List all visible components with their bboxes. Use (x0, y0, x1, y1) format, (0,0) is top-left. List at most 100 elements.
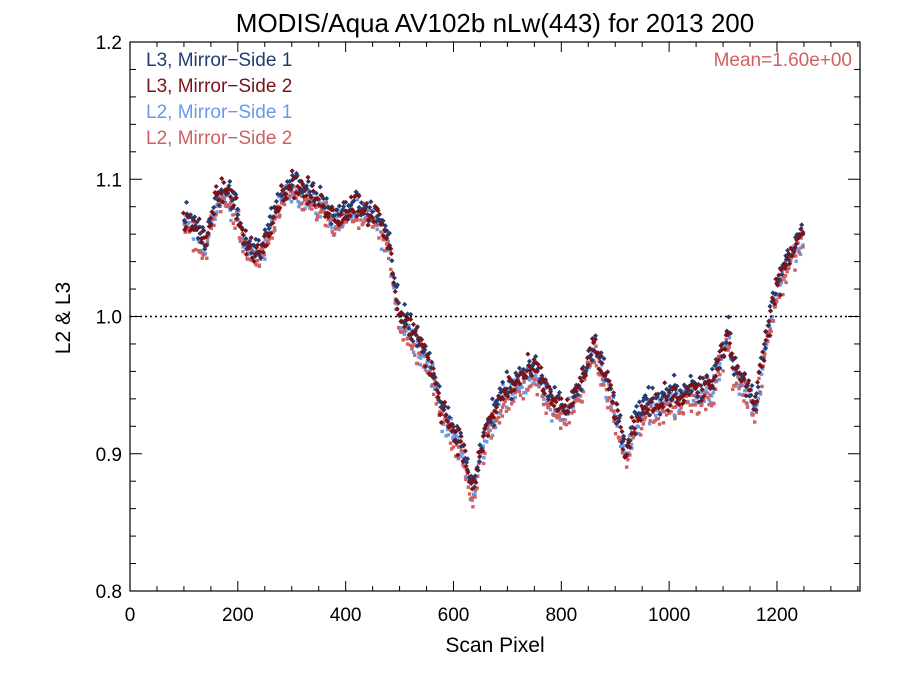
data-point (714, 378, 719, 383)
data-point (540, 394, 545, 399)
data-point (432, 381, 438, 387)
data-point (706, 395, 710, 400)
data-point (270, 236, 274, 240)
data-point (289, 200, 294, 204)
data-point (649, 396, 655, 402)
data-point (364, 200, 370, 206)
data-point (452, 433, 456, 437)
data-point (503, 399, 507, 404)
data-point (402, 328, 407, 333)
data-point (354, 213, 360, 219)
data-point (725, 332, 731, 338)
data-point (377, 236, 381, 240)
data-point (555, 415, 559, 420)
data-point (801, 245, 805, 249)
data-point (765, 342, 769, 346)
data-point (749, 383, 755, 389)
data-point (542, 390, 548, 396)
data-point (370, 209, 376, 215)
data-point (575, 392, 581, 398)
data-point (231, 213, 235, 217)
data-point (237, 236, 242, 240)
data-point (565, 408, 571, 414)
data-point (480, 448, 486, 454)
data-point (382, 249, 387, 253)
data-point (737, 386, 741, 391)
data-point (346, 212, 351, 216)
data-point (798, 252, 803, 257)
data-point (453, 440, 459, 446)
data-point (604, 387, 609, 392)
data-point (584, 355, 591, 361)
data-point (398, 318, 404, 325)
data-point (785, 270, 789, 274)
legend-entry: L3, Mirror−Side 2 (146, 76, 292, 97)
data-point (773, 276, 779, 282)
data-point (440, 411, 444, 415)
data-point (379, 230, 383, 234)
data-point (734, 382, 739, 386)
data-point (527, 375, 531, 380)
data-point (400, 312, 407, 318)
data-point (360, 222, 364, 227)
data-point (342, 212, 346, 217)
data-point (645, 407, 651, 413)
legend-entry: L2, Mirror−Side 1 (146, 102, 292, 123)
data-point (324, 196, 330, 202)
data-point (396, 325, 401, 330)
data-points (180, 168, 806, 509)
data-point (757, 376, 761, 381)
data-point (626, 458, 630, 462)
data-point (214, 213, 218, 217)
data-point (375, 223, 379, 228)
data-point (235, 212, 241, 218)
data-point (330, 207, 336, 213)
data-point (321, 201, 325, 206)
data-point (784, 280, 788, 285)
data-point (533, 374, 538, 378)
data-point (560, 411, 565, 415)
data-point (650, 385, 656, 391)
data-point (279, 197, 283, 202)
data-point (642, 417, 646, 422)
data-point (529, 373, 535, 379)
data-point (628, 433, 632, 438)
data-point (786, 251, 792, 257)
data-point (556, 389, 563, 396)
data-point (341, 199, 347, 205)
data-point (462, 448, 468, 454)
data-point (767, 333, 773, 339)
data-point (408, 311, 414, 317)
data-point (514, 386, 518, 391)
data-point (760, 367, 765, 371)
data-point (419, 352, 423, 356)
data-point (268, 230, 274, 237)
data-point (689, 409, 694, 413)
data-point (553, 407, 557, 412)
data-point (365, 215, 370, 220)
data-point (317, 184, 323, 190)
data-point (517, 381, 523, 387)
data-point (789, 253, 795, 259)
data-point (763, 345, 769, 351)
data-point (399, 330, 404, 334)
data-point (799, 222, 805, 228)
data-point (461, 452, 465, 456)
data-point (557, 414, 561, 418)
x-tick-label: 600 (438, 605, 470, 626)
data-point (718, 342, 724, 349)
data-point (731, 356, 737, 362)
data-point (657, 411, 663, 417)
data-point (392, 286, 396, 290)
data-point (243, 228, 249, 234)
data-point (669, 392, 673, 396)
data-point (390, 271, 396, 278)
data-point (500, 396, 506, 402)
data-point (688, 403, 692, 407)
data-point (686, 391, 692, 398)
data-point (481, 432, 487, 439)
legend-entry: L3, Mirror−Side 1 (146, 50, 292, 71)
data-point (200, 256, 204, 260)
data-point (280, 191, 284, 196)
data-point (413, 332, 419, 338)
